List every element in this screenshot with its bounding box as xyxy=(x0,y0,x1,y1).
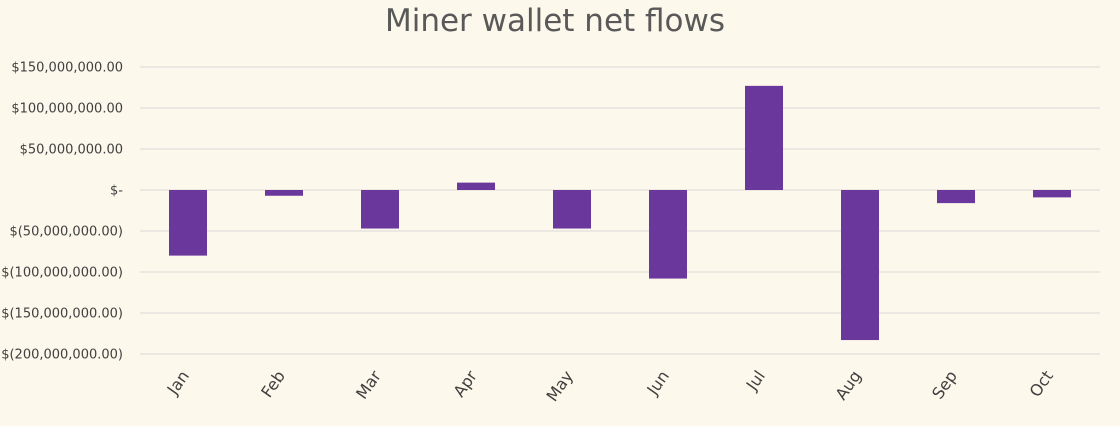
bar-jun xyxy=(649,190,687,279)
x-tick-label: Jun xyxy=(642,367,672,399)
x-tick-label: Jul xyxy=(742,367,769,395)
bar-feb xyxy=(265,190,303,196)
bar-may xyxy=(553,190,591,229)
bar-mar xyxy=(361,190,399,229)
bar-oct xyxy=(1033,190,1071,198)
x-tick-label: Oct xyxy=(1026,367,1057,401)
bar-apr xyxy=(457,182,495,190)
x-tick-label: Aug xyxy=(831,367,864,403)
chart-title: Miner wallet net flows xyxy=(385,3,725,39)
y-tick-label: $(150,000,000.00) xyxy=(1,307,123,322)
bars xyxy=(169,85,1071,341)
x-tick-label: Jan xyxy=(163,367,193,399)
y-tick-label: $100,000,000.00 xyxy=(11,102,123,117)
x-tick-label: Apr xyxy=(450,367,482,401)
gridlines xyxy=(140,66,1100,355)
y-tick-label: $50,000,000.00 xyxy=(20,143,123,158)
y-axis-labels: $150,000,000.00 $100,000,000.00 $50,000,00… xyxy=(1,61,123,363)
y-tick-label: $- xyxy=(110,184,123,199)
x-tick-label: Mar xyxy=(352,367,385,403)
y-tick-label: $(200,000,000.00) xyxy=(1,348,123,363)
bar-sep xyxy=(937,190,975,204)
bar-jul xyxy=(745,85,783,190)
y-tick-label: $(100,000,000.00) xyxy=(1,266,123,281)
x-axis-labels: Jan Feb Mar Apr May Jun Jul Aug Sep Oct xyxy=(163,367,1057,405)
x-tick-label: May xyxy=(542,367,577,405)
x-tick-label: Feb xyxy=(257,367,289,401)
bar-jan xyxy=(169,190,207,256)
bar-aug xyxy=(841,190,879,341)
x-tick-label: Sep xyxy=(928,367,961,403)
y-tick-label: $150,000,000.00 xyxy=(11,61,123,76)
y-tick-label: $(50,000,000.00) xyxy=(9,225,123,240)
